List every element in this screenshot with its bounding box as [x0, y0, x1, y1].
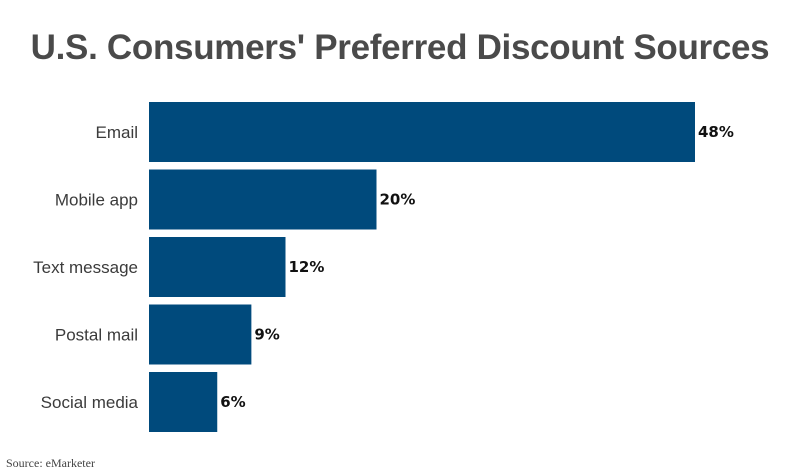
- bar-email: [149, 102, 695, 162]
- bar-text-message: [149, 237, 286, 297]
- bar-mobile-app: [149, 169, 377, 230]
- value-label-postal-mail: 9%: [254, 326, 279, 344]
- source-note: Source: eMarketer: [6, 456, 95, 470]
- chart-title: U.S. Consumers' Preferred Discount Sourc…: [30, 28, 770, 67]
- bar-social-media: [149, 372, 218, 432]
- value-label-mobile-app: 20%: [380, 191, 416, 209]
- category-label-text-message: Text message: [33, 258, 138, 277]
- bar-postal-mail: [149, 304, 252, 365]
- category-label-postal-mail: Postal mail: [55, 326, 138, 345]
- value-label-social-media: 6%: [220, 393, 245, 411]
- category-label-email: Email: [95, 123, 138, 142]
- category-label-social-media: Social media: [41, 393, 139, 412]
- category-label-mobile-app: Mobile app: [55, 191, 138, 210]
- value-label-email: 48%: [698, 123, 734, 141]
- value-label-text-message: 12%: [289, 258, 325, 276]
